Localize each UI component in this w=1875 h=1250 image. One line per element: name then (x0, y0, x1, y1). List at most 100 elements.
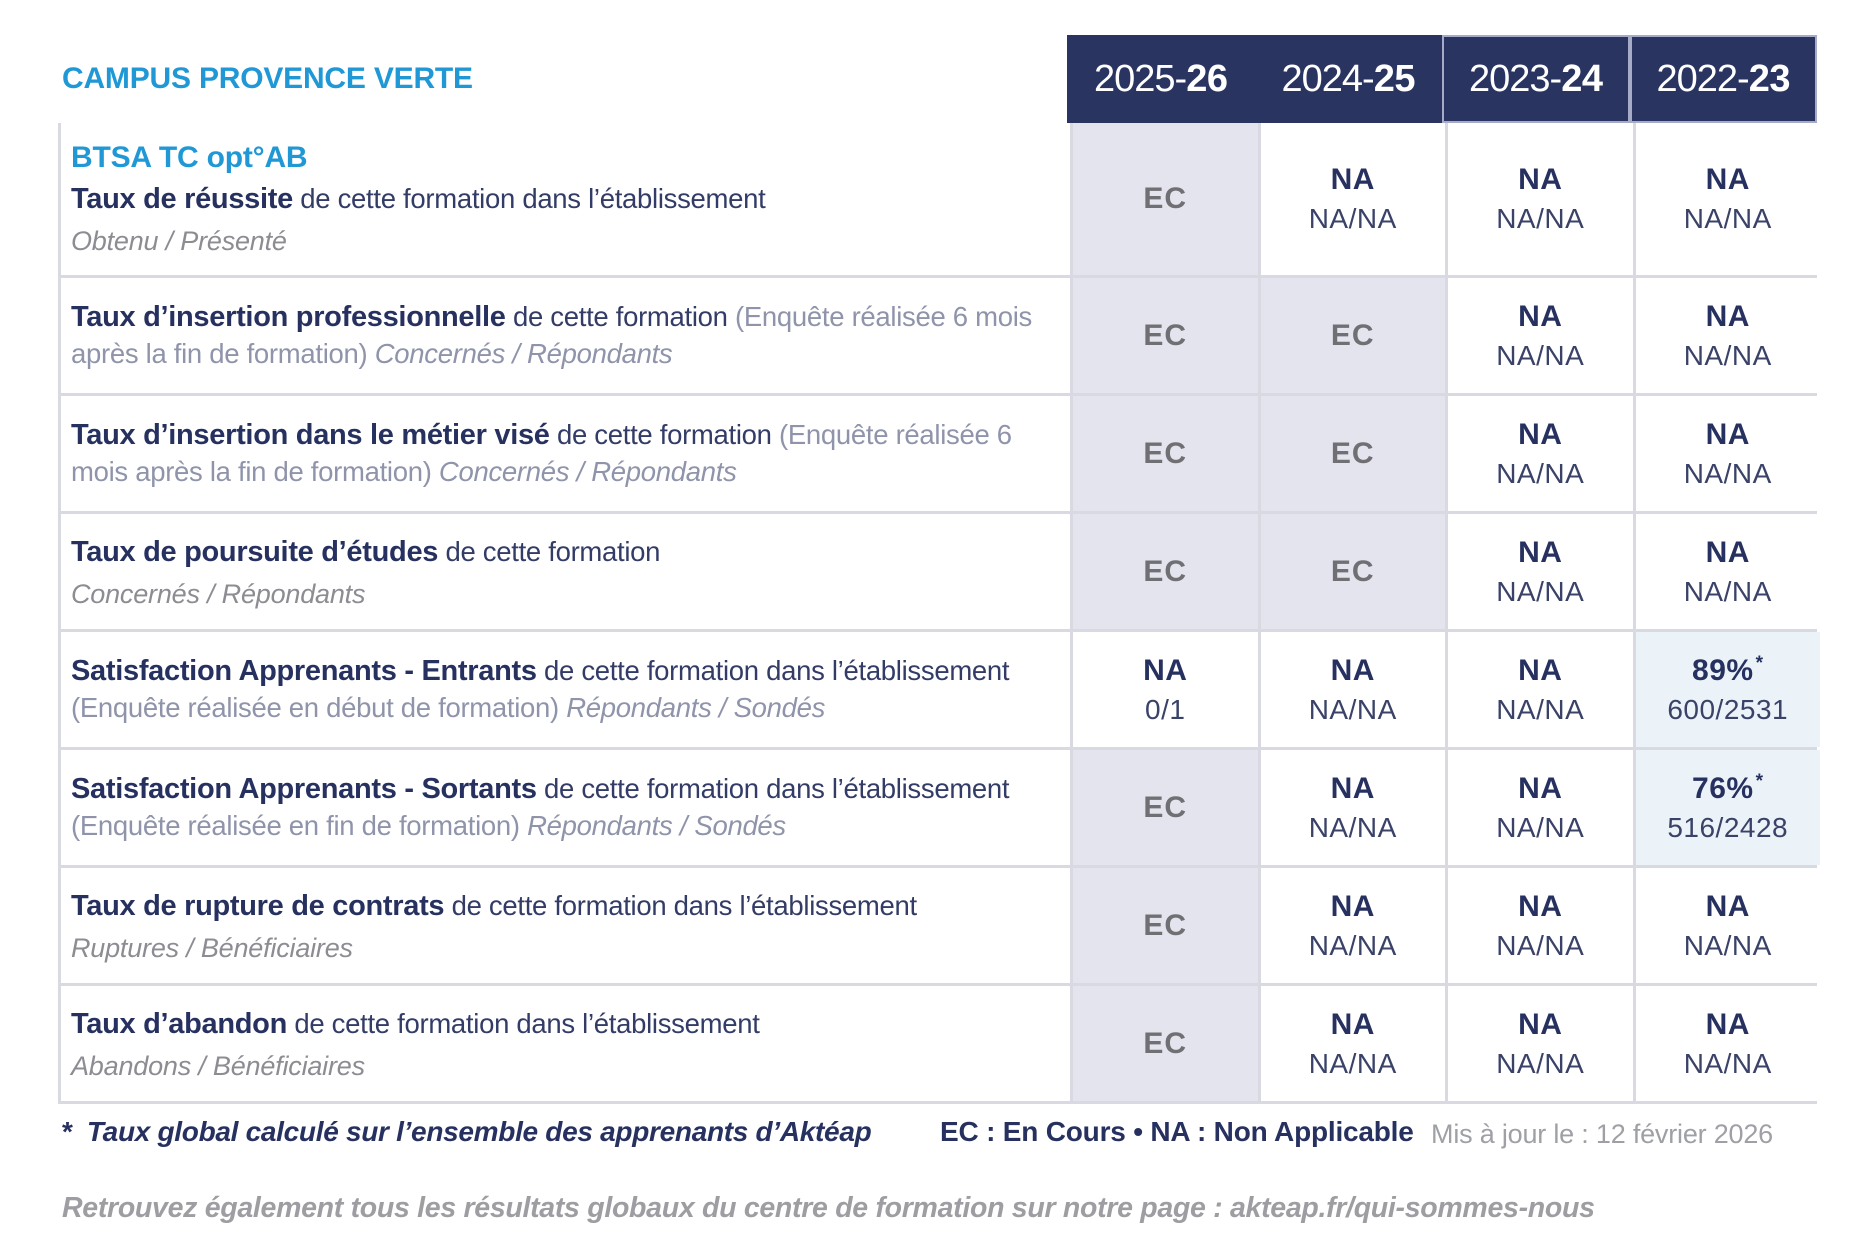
row-label: Satisfaction Apprenants - Entrants de ce… (61, 632, 1070, 747)
indicator-name: Satisfaction Apprenants - Entrants (71, 655, 537, 688)
cell-main-value: 76% * (1692, 770, 1764, 805)
cell-main-value: NA (1330, 1007, 1375, 1041)
table-row: Taux de rupture de contrats de cette for… (61, 865, 1820, 983)
year-value-cell: EC (1257, 278, 1445, 393)
row-label: Taux de poursuite d’études de cette form… (61, 514, 1070, 629)
year-value-cell: NA NA/NA (1445, 750, 1633, 865)
indicator-name: Taux d’abandon (71, 1008, 287, 1041)
results-table: CAMPUS PROVENCE VERTE 2025- 26 2024- 25 2023… (58, 35, 1820, 1104)
cell-main-value: NA (1705, 163, 1750, 196)
indicator-description: de cette formation dans l’établissement (287, 1008, 760, 1040)
table-row: Taux d’abandon de cette formation dans l… (61, 983, 1820, 1101)
indicator-description: de cette formation dans l’établissement (536, 655, 1010, 687)
cell-main-value: EC (1330, 318, 1375, 352)
cell-fraction-value: NA/NA (1683, 575, 1772, 607)
year-column-header: 2025- 26 (1067, 35, 1255, 123)
cell-fraction-value: NA/NA (1496, 1047, 1585, 1079)
row-label: Taux de rupture de contrats de cette for… (61, 868, 1070, 983)
year-value-cell: NA NA/NA (1445, 632, 1633, 747)
cell-fraction-value: NA/NA (1683, 1047, 1772, 1079)
ratio-caption: Obtenu / Présenté (71, 225, 287, 256)
year-value-cell: NA NA/NA (1632, 514, 1820, 629)
year-value-cell: NA NA/NA (1632, 123, 1820, 275)
cell-main-value: NA (1518, 653, 1563, 687)
last-updated-date: Mis à jour le : 12 février 2026 (1431, 1119, 1773, 1149)
year-value-cell: NA NA/NA (1257, 632, 1445, 747)
indicator-description: de cette formation dans l’établissement (292, 183, 766, 215)
indicator-name: Taux d’insertion professionnelle (71, 301, 506, 334)
cell-main-value: NA (1705, 1007, 1750, 1041)
cell-main-value: EC (1143, 554, 1188, 588)
year-value-cell: EC (1070, 514, 1258, 629)
cell-main-value: EC (1330, 436, 1375, 470)
cell-fraction-value: NA/NA (1308, 693, 1397, 725)
ratio-caption: Concernés / Répondants (438, 456, 737, 488)
year-value-cell: NA NA/NA (1445, 278, 1633, 393)
ratio-caption: Concernés / Répondants (374, 338, 673, 370)
year-value-cell: NA NA/NA (1632, 868, 1820, 983)
cell-fraction-value: NA/NA (1308, 929, 1397, 961)
row-label: Taux d’insertion professionnelle de cett… (61, 278, 1070, 393)
cell-fraction-value: NA/NA (1496, 811, 1585, 843)
global-results-link-note: Retrouvez également tous les résultats g… (62, 1192, 1595, 1224)
cell-fraction-value: NA/NA (1683, 457, 1772, 489)
year-value-cell: NA NA/NA (1632, 396, 1820, 511)
year-value-cell: NA NA/NA (1632, 278, 1820, 393)
year-value-cell: EC (1070, 396, 1258, 511)
cell-fraction-value: NA/NA (1683, 203, 1772, 234)
year-value-cell: NA NA/NA (1445, 868, 1633, 983)
year-value-cell: NA NA/NA (1632, 986, 1820, 1101)
cell-fraction-value: NA/NA (1496, 203, 1585, 234)
cell-main-value: NA (1330, 889, 1375, 923)
global-rate-footnote: * Taux global calculé sur l’ensemble des … (62, 1116, 872, 1148)
indicator-description: de cette formation dans l’établissement (536, 773, 1010, 805)
abbreviation-legend: EC : En Cours • NA : Non Applicable (940, 1116, 1414, 1147)
cell-fraction-value: NA/NA (1308, 811, 1397, 843)
indicator-name: Taux d’insertion dans le métier visé (71, 419, 550, 452)
year-value-cell: NA NA/NA (1445, 986, 1633, 1101)
cell-fraction-value: NA/NA (1683, 339, 1772, 371)
header-label-cell: CAMPUS PROVENCE VERTE (58, 35, 1067, 123)
cell-fraction-value: NA/NA (1496, 693, 1585, 725)
table-header-row: CAMPUS PROVENCE VERTE 2025- 26 2024- 25 2023… (58, 35, 1817, 123)
cell-fraction-value: NA/NA (1496, 457, 1585, 489)
row-label: BTSA TC opt°AB Taux de réussite de cette … (61, 123, 1070, 275)
cell-main-value: NA (1143, 653, 1188, 687)
year-value-cell: NA 0/1 (1070, 632, 1258, 747)
cell-main-value: EC (1330, 554, 1375, 588)
cell-main-value: NA (1518, 1007, 1563, 1041)
year-value-cell: EC (1257, 396, 1445, 511)
cell-main-value: EC (1143, 790, 1188, 824)
cell-fraction-value: NA/NA (1496, 339, 1585, 371)
row-label: Taux d’insertion dans le métier visé de … (61, 396, 1070, 511)
indicator-description: de cette formation (549, 419, 780, 451)
table-row: Taux d’insertion professionnelle de cett… (61, 275, 1820, 393)
indicator-name: Satisfaction Apprenants - Sortants (71, 773, 537, 806)
year-value-cell: NA NA/NA (1445, 514, 1633, 629)
cell-main-value: NA (1705, 417, 1750, 451)
year-value-cell: 76% * 516/2428 (1632, 750, 1820, 865)
cell-main-value: NA (1330, 771, 1375, 805)
indicator-name: Taux de réussite (71, 183, 293, 216)
row-label: Taux d’abandon de cette formation dans l… (61, 986, 1070, 1101)
table-body: BTSA TC opt°AB Taux de réussite de cette … (58, 123, 1820, 1104)
survey-note: (Enquête réalisée 6 mois après la fin de… (71, 301, 1033, 370)
table-row: Taux d’insertion dans le métier visé de … (61, 393, 1820, 511)
asterisk-marker: * (62, 1116, 73, 1147)
indicator-description: de cette formation dans l’établissement (444, 890, 918, 922)
cell-main-value: EC (1143, 436, 1188, 470)
cell-main-value: EC (1143, 182, 1188, 215)
cell-fraction-value: NA/NA (1308, 203, 1397, 234)
year-value-cell: NA NA/NA (1257, 123, 1445, 275)
year-column-header: 2023- 24 (1442, 35, 1630, 123)
cell-main-value: NA (1518, 163, 1563, 196)
program-title: BTSA TC opt°AB (71, 141, 308, 175)
cell-main-value: NA (1518, 417, 1563, 451)
year-value-cell: EC (1070, 868, 1258, 983)
year-value-cell: NA NA/NA (1445, 123, 1633, 275)
indicator-description: de cette formation (505, 301, 736, 333)
cell-main-value: NA (1705, 889, 1750, 923)
cell-main-value: NA (1518, 299, 1563, 333)
table-row: Taux de poursuite d’études de cette form… (61, 511, 1820, 629)
cell-fraction-value: 600/2531 (1667, 693, 1789, 725)
